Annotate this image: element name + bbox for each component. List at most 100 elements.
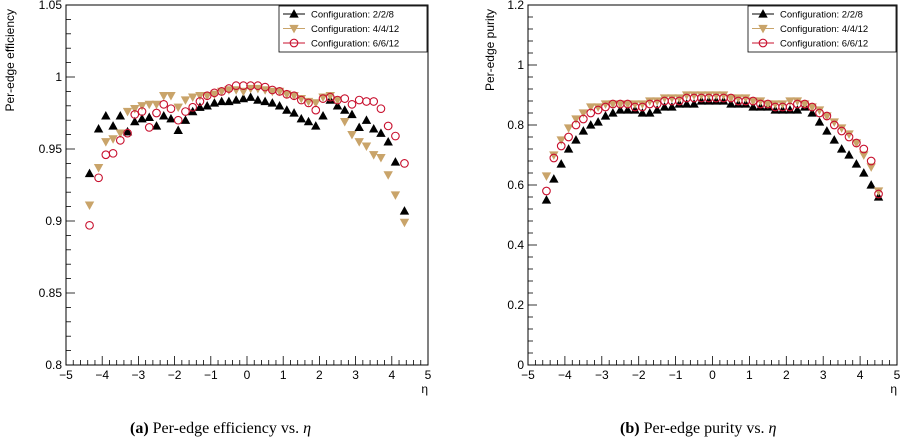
data-point	[733, 99, 744, 108]
data-point	[122, 126, 133, 136]
data-point	[101, 150, 111, 160]
data-point	[144, 112, 154, 121]
y-tick-label: 0.8	[507, 118, 524, 132]
x-tick-label: −2	[632, 368, 646, 382]
y-tick-label: 0.2	[507, 298, 524, 312]
data-point	[556, 141, 566, 151]
x-tick-label: 1	[746, 368, 753, 382]
x-tick-label: −2	[168, 368, 182, 382]
data-point	[84, 168, 95, 178]
data-point	[645, 97, 655, 106]
x-tick-label: 4	[388, 368, 395, 382]
data-point	[586, 108, 596, 118]
data-point	[667, 94, 677, 103]
data-point	[311, 121, 321, 130]
y-tick-label: 1	[517, 58, 524, 72]
data-point	[311, 99, 321, 108]
data-point	[763, 99, 773, 109]
data-point	[814, 106, 825, 115]
data-point	[368, 151, 379, 160]
x-tick-label: 3	[820, 368, 827, 382]
data-point	[130, 110, 140, 119]
y-tick-label: 0.4	[507, 238, 524, 252]
y-axis-label: Per-edge purity	[483, 9, 497, 91]
data-point	[674, 99, 684, 108]
data-point	[399, 218, 410, 228]
data-point	[275, 87, 284, 96]
data-point	[289, 91, 299, 101]
data-point	[659, 102, 670, 111]
legend-label: Configuration: 6/6/12	[311, 39, 399, 50]
data-point	[571, 115, 581, 124]
data-point	[115, 111, 126, 120]
data-point	[361, 115, 372, 124]
data-point	[159, 111, 169, 120]
legend-marker	[758, 38, 768, 48]
data-point	[130, 105, 140, 114]
figure-canvas: −5 −4 −3 −2 −1 0 1 2 3 4 50.80.850.90.9511.05ηPer-…	[3, 0, 901, 396]
data-point	[844, 150, 854, 159]
data-point	[296, 113, 307, 123]
series-1	[541, 96, 884, 204]
x-tick-label: 5	[894, 368, 901, 382]
series-2	[541, 91, 884, 196]
data-point	[593, 103, 603, 112]
data-point	[792, 97, 803, 106]
x-tick-label: 2	[316, 368, 323, 382]
data-point	[376, 128, 386, 137]
series-3	[85, 81, 409, 230]
data-point	[770, 105, 780, 114]
data-point	[814, 117, 825, 126]
data-point	[638, 102, 647, 112]
y-tick-label: 1	[55, 70, 62, 84]
data-point	[571, 120, 581, 130]
data-point	[748, 102, 758, 111]
y-tick-label: 0	[517, 358, 524, 372]
data-point	[608, 108, 618, 117]
data-point	[630, 105, 640, 114]
data-point	[541, 195, 552, 204]
data-point	[202, 91, 212, 101]
data-point	[807, 102, 817, 112]
x-tick-label: −4	[95, 368, 109, 382]
data-point	[400, 159, 409, 168]
data-point	[224, 96, 234, 106]
data-point	[383, 171, 393, 180]
data-point	[383, 136, 393, 146]
data-point	[108, 148, 118, 158]
y-tick-label: 0.8	[45, 358, 62, 372]
data-point	[311, 105, 321, 115]
data-point	[836, 144, 847, 153]
data-point	[755, 102, 766, 111]
data-point	[390, 191, 401, 200]
data-point	[85, 220, 94, 230]
data-point	[711, 91, 721, 100]
y-tick-label: 1.05	[39, 0, 63, 12]
data-point	[173, 115, 183, 125]
data-point	[549, 151, 559, 160]
caption-efficiency: (a) Per-edge efficiency vs. η	[130, 420, 311, 438]
data-point	[822, 126, 832, 135]
x-tick-label: 2	[783, 368, 790, 382]
legend-label: Configuration: 6/6/12	[780, 39, 868, 50]
data-point	[376, 153, 386, 163]
data-point	[144, 123, 154, 132]
caption-efficiency-symbol: η	[303, 420, 312, 437]
data-point	[859, 168, 869, 177]
legend-label: Configuration: 2/2/8	[311, 10, 394, 21]
y-tick-label: 0.85	[39, 286, 63, 300]
data-point	[224, 86, 234, 95]
data-point	[181, 107, 190, 116]
x-tick-label: −3	[132, 368, 146, 382]
x-axis-label: η	[421, 382, 428, 396]
data-point	[267, 98, 278, 107]
data-point	[231, 95, 241, 104]
data-point	[108, 135, 118, 144]
data-point	[851, 159, 862, 168]
data-point	[137, 102, 147, 111]
y-tick-label: 1.2	[507, 0, 524, 12]
x-tick-label: −1	[669, 368, 683, 382]
data-point	[188, 102, 198, 112]
data-point	[151, 121, 162, 130]
data-point	[866, 163, 876, 172]
